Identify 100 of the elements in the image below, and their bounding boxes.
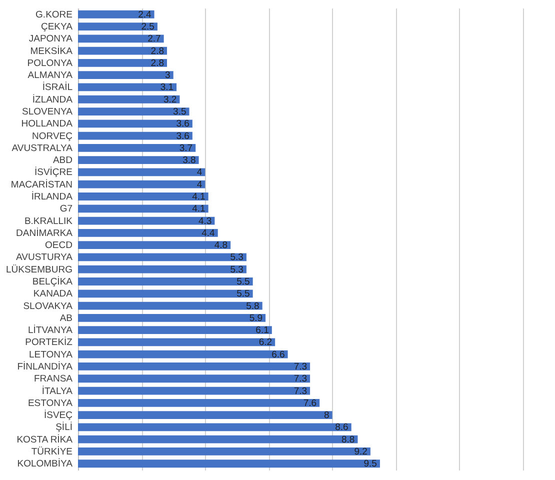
data-label: 5.3 xyxy=(230,252,244,264)
data-label: 3.6 xyxy=(176,130,190,142)
bar xyxy=(78,435,358,444)
bar xyxy=(78,168,206,176)
y-tick-label: MACARİSTAN xyxy=(10,178,73,190)
y-tick-label: İSVİÇRE xyxy=(34,166,72,178)
y-tick-label: AB xyxy=(60,312,72,324)
bar xyxy=(78,362,310,370)
y-tick-label: HOLLANDA xyxy=(21,118,74,130)
data-label: 5.5 xyxy=(236,276,250,288)
bar xyxy=(78,144,196,152)
bar xyxy=(78,423,352,432)
bar xyxy=(78,338,276,346)
y-tick-label: ABD xyxy=(52,155,73,166)
data-label: 7.3 xyxy=(294,386,308,397)
bar xyxy=(78,216,215,225)
bar xyxy=(78,10,154,18)
data-label: 3.1 xyxy=(160,82,174,94)
bar xyxy=(78,290,253,298)
data-label: 6.2 xyxy=(258,337,272,348)
data-label: 5.9 xyxy=(249,312,263,324)
y-tick-label: FRANSA xyxy=(34,374,74,385)
data-label: 3.7 xyxy=(179,142,193,154)
bar xyxy=(78,132,192,140)
bar xyxy=(78,448,370,456)
y-tick-label: SLOVAKYA xyxy=(23,300,74,312)
bar xyxy=(78,411,332,420)
y-tick-label: LÜKSEMBURG xyxy=(6,264,72,276)
bar xyxy=(78,374,310,383)
y-tick-label: ŞİLİ xyxy=(56,421,72,434)
data-label: 2.7 xyxy=(148,34,161,45)
y-tick-label: BELÇİKA xyxy=(32,275,74,288)
y-tick-label: KOSTA RİKA xyxy=(16,433,74,446)
y-tick-label: POLONYA xyxy=(27,58,74,69)
y-tick-label: KOLOMBİYA xyxy=(17,458,74,470)
data-label: 8.6 xyxy=(335,422,348,434)
bar xyxy=(78,192,208,200)
y-tick-label: MEKSİKA xyxy=(30,44,74,57)
data-label: 2.5 xyxy=(141,22,154,33)
data-label: 6.6 xyxy=(272,349,285,360)
y-tick-label: İTALYA xyxy=(42,384,74,397)
bar xyxy=(78,58,167,67)
y-tick-label: DANİMARKA xyxy=(16,226,74,239)
y-tick-label: ÇEKYA xyxy=(40,22,74,33)
y-tick-label: İSVEÇ xyxy=(44,409,73,422)
data-label: 3.5 xyxy=(173,106,186,118)
bar xyxy=(78,22,158,30)
data-label: 7.3 xyxy=(294,361,308,372)
y-tick-label: PORTEKİZ xyxy=(25,336,73,348)
bar xyxy=(78,302,262,310)
data-label: 4.3 xyxy=(198,216,212,227)
bar xyxy=(78,108,190,116)
y-tick-label: İRLANDA xyxy=(31,190,74,203)
data-label: 9.5 xyxy=(364,458,377,470)
y-tick-label: JAPONYA xyxy=(28,34,74,45)
bar xyxy=(78,253,246,262)
y-tick-label: AVUSTURYA xyxy=(16,252,74,264)
data-label: 3.8 xyxy=(182,155,196,166)
data-label: 5.8 xyxy=(246,300,260,312)
y-tick-label: G.KORE xyxy=(36,9,72,20)
bar xyxy=(78,83,177,92)
data-label: 4.4 xyxy=(202,228,215,239)
y-tick-label: LİTVANYA xyxy=(28,324,74,336)
data-label: 4 xyxy=(196,167,202,178)
data-label: 4.1 xyxy=(192,192,206,203)
data-label: 3.6 xyxy=(176,118,190,130)
data-label: 7.3 xyxy=(294,374,308,385)
bar xyxy=(78,350,288,358)
y-tick-label: İSRAİL xyxy=(42,81,72,94)
bar xyxy=(78,265,246,274)
y-tick-label: KANADA xyxy=(33,288,74,300)
y-tick-label: LETONYA xyxy=(29,349,74,360)
y-tick-label: FİNLANDİYA xyxy=(17,360,74,372)
y-tick-label: ALMANYA xyxy=(28,70,74,82)
bar xyxy=(78,241,231,250)
bar xyxy=(78,204,208,213)
bar xyxy=(78,156,199,164)
bar xyxy=(78,95,180,104)
data-label: 4 xyxy=(196,179,202,190)
bar xyxy=(78,326,272,334)
y-tick-label: NORVEÇ xyxy=(32,130,73,142)
bar xyxy=(78,228,218,237)
data-label: 2.8 xyxy=(150,46,164,57)
data-label: 5.5 xyxy=(236,288,250,300)
data-label: 8.8 xyxy=(341,434,355,446)
bar xyxy=(78,314,266,322)
y-tick-label: İZLANDA xyxy=(32,93,74,106)
data-label: 8 xyxy=(324,410,330,422)
data-label: 9.2 xyxy=(354,446,368,458)
data-label: 4.1 xyxy=(192,204,206,215)
data-label: 3 xyxy=(165,70,170,82)
data-label: 5.3 xyxy=(230,264,244,276)
y-tick-label: G7 xyxy=(60,204,72,215)
y-tick-label: TÜRKİYE xyxy=(31,445,72,458)
bar xyxy=(78,460,380,468)
bar xyxy=(78,278,253,286)
y-tick-label: ESTONYA xyxy=(28,398,74,409)
bar xyxy=(78,180,206,188)
y-tick-label: OECD xyxy=(45,240,73,252)
y-tick-label: AVUSTRALYA xyxy=(12,142,74,154)
